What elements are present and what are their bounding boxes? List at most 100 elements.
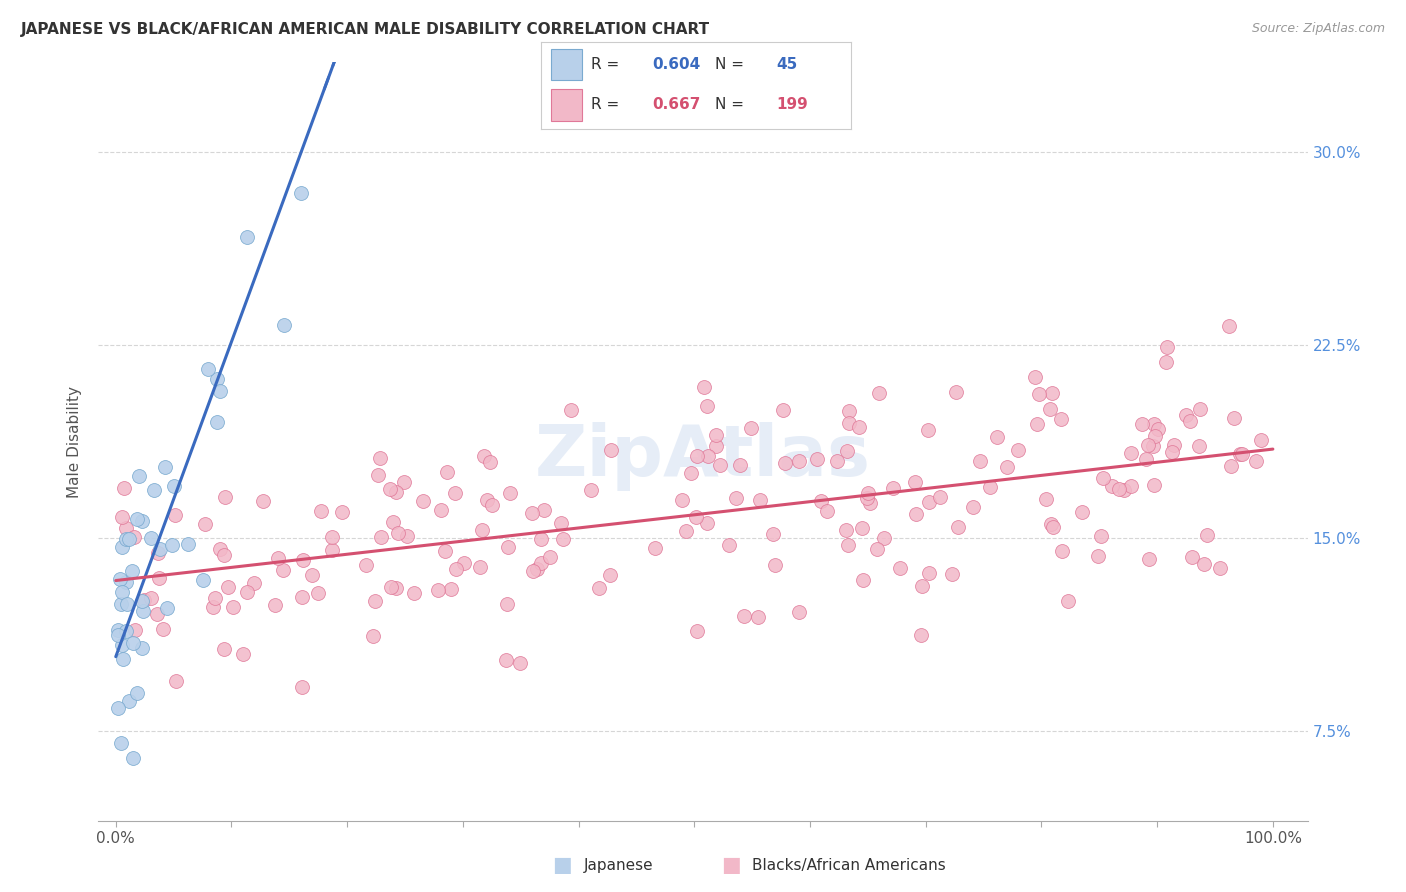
Point [236, 585, 259, 599]
Point [1137, 552, 1160, 566]
Point [1119, 446, 1142, 460]
Point [533, 503, 555, 517]
Point [309, 504, 332, 518]
Point [1056, 594, 1078, 608]
Point [762, 526, 785, 541]
Point [367, 467, 389, 482]
Point [1144, 429, 1167, 443]
Point [696, 516, 718, 531]
Point [273, 318, 295, 333]
Point [204, 591, 226, 606]
Point [553, 532, 575, 546]
Point [848, 420, 870, 434]
Point [1195, 527, 1218, 541]
Point [122, 750, 145, 764]
Point [1250, 433, 1272, 447]
Point [444, 486, 467, 500]
Point [108, 572, 131, 586]
Point [290, 186, 312, 201]
Text: JAPANESE VS BLACK/AFRICAN AMERICAN MALE DISABILITY CORRELATION CHART: JAPANESE VS BLACK/AFRICAN AMERICAN MALE … [21, 22, 710, 37]
Point [165, 674, 187, 689]
Point [446, 562, 468, 576]
Point [217, 580, 239, 594]
Point [856, 486, 879, 500]
Point [291, 553, 314, 567]
Point [747, 610, 769, 624]
Point [427, 582, 450, 597]
Point [107, 628, 129, 642]
Point [307, 586, 329, 600]
Point [1050, 411, 1073, 425]
Point [740, 421, 762, 435]
Point [380, 482, 402, 496]
Point [115, 521, 138, 535]
Text: Japanese: Japanese [583, 858, 654, 872]
Point [429, 503, 451, 517]
Point [125, 512, 148, 526]
Point [904, 475, 927, 489]
Point [806, 452, 828, 467]
Text: N =: N = [714, 57, 748, 72]
Point [1042, 520, 1064, 534]
Point [354, 558, 377, 572]
Point [495, 652, 517, 666]
Point [291, 590, 314, 604]
Point [111, 509, 134, 524]
Point [835, 523, 858, 537]
Point [478, 454, 501, 468]
Point [599, 568, 621, 582]
Point [110, 638, 132, 652]
Point [212, 549, 235, 563]
Point [301, 568, 323, 582]
Point [132, 593, 155, 607]
Point [118, 532, 141, 546]
Point [1218, 318, 1240, 333]
Point [1154, 355, 1177, 369]
Point [209, 541, 232, 556]
Point [110, 736, 132, 750]
Point [440, 582, 463, 596]
Point [152, 622, 174, 636]
Point [114, 533, 136, 547]
Point [704, 439, 727, 453]
Point [1087, 549, 1109, 563]
Point [122, 635, 145, 649]
Point [202, 600, 225, 615]
Point [945, 384, 967, 399]
Point [810, 494, 832, 508]
Point [1025, 417, 1047, 431]
Point [472, 449, 495, 463]
Point [205, 415, 228, 429]
Point [520, 507, 543, 521]
Point [538, 549, 561, 564]
Point [153, 459, 176, 474]
Point [236, 230, 259, 244]
Point [291, 680, 314, 694]
Point [917, 423, 939, 437]
Point [1130, 417, 1153, 431]
Point [911, 579, 934, 593]
Point [1180, 550, 1202, 565]
Point [370, 530, 392, 544]
Point [856, 491, 879, 505]
Point [905, 507, 928, 521]
Point [1208, 561, 1230, 575]
Point [468, 560, 491, 574]
Point [872, 531, 894, 545]
Point [1178, 414, 1201, 428]
Point [1161, 444, 1184, 458]
Point [273, 563, 295, 577]
Point [704, 428, 727, 442]
Point [361, 629, 384, 643]
Point [717, 538, 740, 552]
Point [122, 530, 145, 544]
Point [1114, 483, 1136, 498]
Point [1035, 491, 1057, 506]
Point [917, 566, 939, 580]
Point [194, 517, 217, 532]
Point [969, 454, 991, 468]
Point [496, 540, 519, 554]
Text: Blacks/African Americans: Blacks/African Americans [752, 858, 946, 872]
Point [763, 558, 786, 572]
Point [852, 573, 875, 587]
